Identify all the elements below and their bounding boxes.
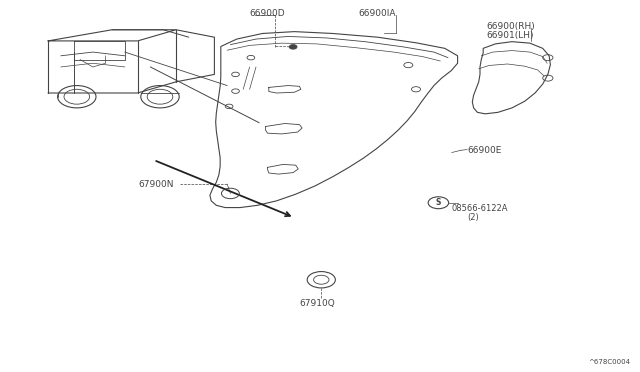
Text: 66900D: 66900D: [250, 9, 285, 17]
Text: 66901(LH): 66901(LH): [486, 31, 534, 40]
Text: ^678C0004: ^678C0004: [588, 359, 630, 365]
Text: 66900IA: 66900IA: [358, 9, 396, 17]
Text: S: S: [436, 198, 441, 207]
Text: 08566-6122A: 08566-6122A: [452, 204, 508, 213]
Text: 66900E: 66900E: [467, 146, 502, 155]
Text: (2): (2): [467, 213, 479, 222]
Text: 67910Q: 67910Q: [299, 299, 335, 308]
Text: 66900(RH): 66900(RH): [486, 22, 535, 31]
Text: 67900N: 67900N: [139, 180, 174, 189]
Circle shape: [289, 45, 297, 49]
